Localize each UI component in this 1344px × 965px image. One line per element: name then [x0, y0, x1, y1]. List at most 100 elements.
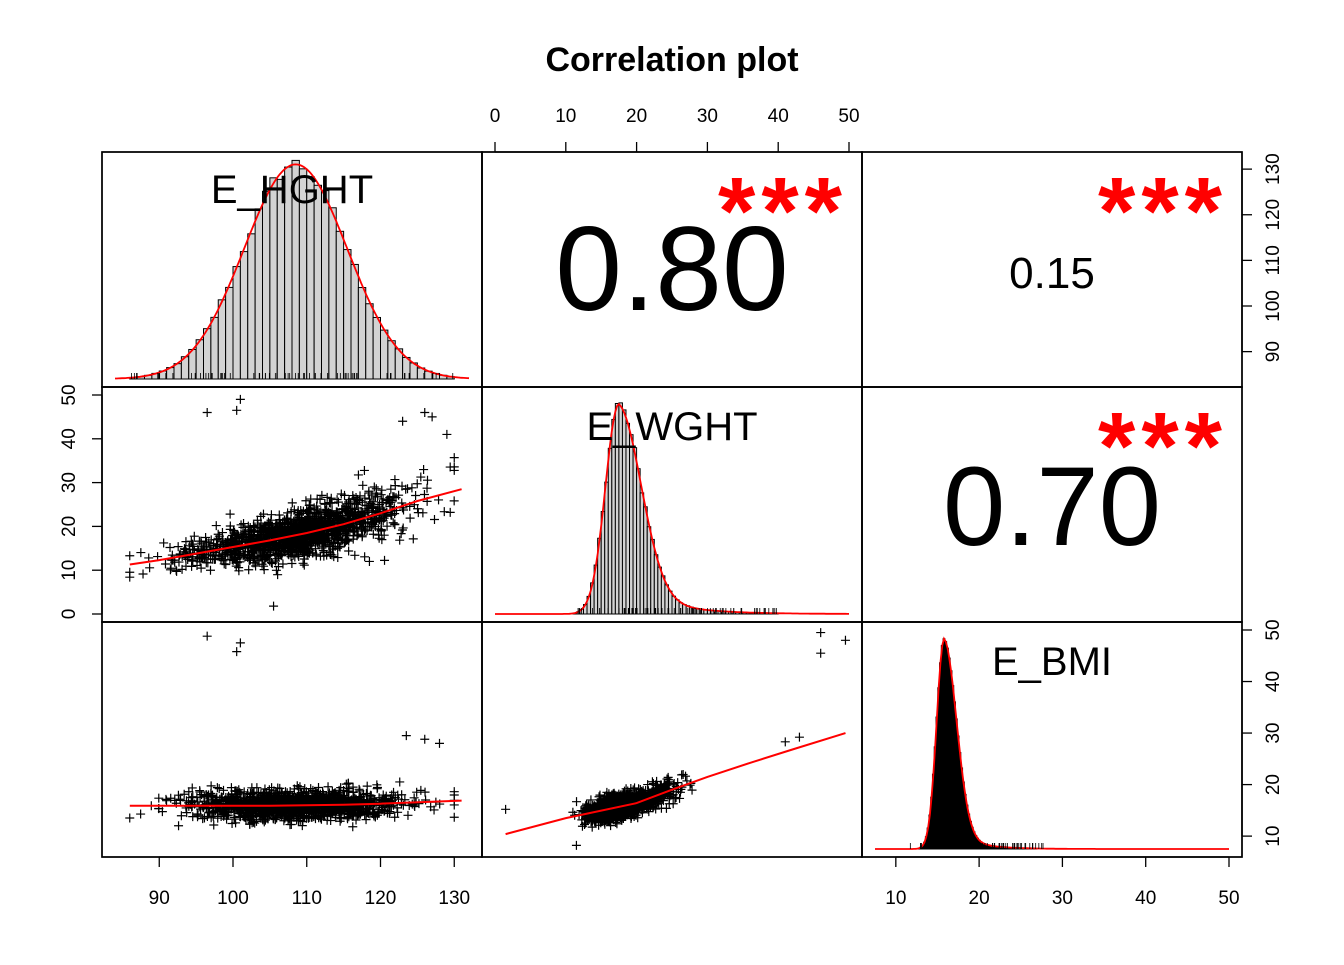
x-tick-label: 90 [149, 888, 170, 909]
y-tick-label: 40 [1263, 671, 1284, 692]
correlation-value-1: 0.15 [1009, 249, 1095, 298]
x-tick-label: 120 [365, 888, 397, 909]
x-tick-label: 40 [1135, 888, 1156, 909]
scatter-point [188, 556, 198, 566]
right-margin-mask [1243, 150, 1344, 385]
y-tick-label: 90 [1263, 341, 1284, 362]
scatter-point [266, 543, 276, 553]
histogram-bar [607, 447, 613, 615]
histogram-bar [239, 251, 249, 380]
scatter-point [388, 518, 398, 528]
scatter-point [362, 526, 372, 536]
scatter-point [232, 536, 242, 546]
significance-stars-2: *** [1098, 393, 1228, 500]
histogram-bar [657, 566, 662, 615]
scatter-point [380, 555, 390, 565]
scatter-point [266, 510, 276, 520]
scatter-point [397, 790, 407, 800]
scatter-point [334, 508, 344, 518]
scatter-point [297, 537, 307, 547]
scatter-point [333, 516, 343, 526]
histogram-bar [675, 599, 680, 615]
scatter-point [213, 529, 223, 539]
scatter-point [405, 513, 415, 523]
scatter-point [301, 496, 311, 506]
scatter-point [314, 539, 324, 549]
x-tick-label: 130 [438, 888, 470, 909]
scatter-point [188, 541, 198, 551]
scatter-point [299, 560, 309, 570]
scatter-point [364, 488, 374, 498]
histogram-bar [335, 230, 345, 380]
scatter-point [445, 507, 455, 517]
y-tick-label: 30 [1263, 722, 1284, 743]
scatter-point [350, 499, 360, 509]
y-tick-label: 120 [1263, 199, 1284, 231]
scatter-point [235, 557, 245, 567]
histogram-bar [365, 303, 374, 380]
scatter-point [263, 549, 273, 559]
scatter-point [310, 519, 320, 529]
y-tick-label: 10 [1263, 826, 1284, 847]
scatter-point [317, 490, 327, 500]
histogram-bar [629, 434, 634, 615]
scatter-point [336, 528, 346, 538]
x-tick-label: 40 [768, 106, 789, 127]
density-line [495, 402, 849, 615]
scatter-point [179, 544, 189, 554]
y-tick-label: 130 [1263, 153, 1284, 185]
scatter-point [287, 498, 297, 508]
scatter-point [249, 527, 259, 537]
scatter-point [309, 521, 319, 531]
scatter-point [290, 514, 300, 524]
scatter-point [300, 515, 310, 525]
histogram-bar [203, 328, 212, 380]
scatter-point [336, 489, 346, 499]
scatter-point [449, 465, 459, 475]
density-line [875, 636, 1229, 850]
scatter-point [165, 542, 175, 552]
scatter-point [271, 565, 281, 575]
scatter-point [322, 504, 332, 514]
scatter-point [205, 565, 215, 575]
scatter-point [274, 532, 284, 542]
scatter-point [350, 550, 360, 560]
scatter-point [403, 810, 413, 820]
scatter-point [231, 561, 241, 571]
scatter-point [181, 537, 191, 547]
scatter-point [312, 494, 322, 504]
scatter-point [353, 470, 363, 480]
scatter-point [325, 511, 335, 521]
scatter-point [365, 494, 375, 504]
scatter-point [293, 507, 303, 517]
histogram-bar [372, 316, 381, 380]
scatter-point [377, 535, 387, 545]
scatter-point [159, 538, 169, 548]
scatter-point [243, 521, 253, 531]
scatter-point [219, 559, 229, 569]
scatter-point [219, 785, 228, 795]
scatter-point [244, 565, 254, 575]
scatter-point [304, 504, 314, 514]
scatter-point [376, 490, 386, 500]
scatter-point [273, 570, 283, 580]
histogram-bar [625, 422, 631, 615]
scatter-point [311, 549, 321, 559]
scatter-point [265, 541, 275, 551]
scatter-point [289, 539, 299, 549]
scatter-point [364, 522, 374, 532]
scatter-point [201, 554, 211, 564]
scatter-point [378, 516, 388, 526]
scatter-point [449, 496, 459, 506]
scatter-point [373, 492, 383, 502]
y-tick-label: 50 [1263, 619, 1284, 640]
fit-line-hght_wght [129, 488, 462, 566]
scatter-point [439, 507, 449, 517]
histogram-bar [247, 233, 256, 380]
histogram-bar [380, 329, 389, 380]
scatter-point [429, 514, 439, 524]
scatter-point [176, 811, 186, 821]
scatter-point [351, 492, 361, 502]
significance-stars-0: *** [718, 158, 848, 265]
scatter-point [298, 506, 308, 516]
